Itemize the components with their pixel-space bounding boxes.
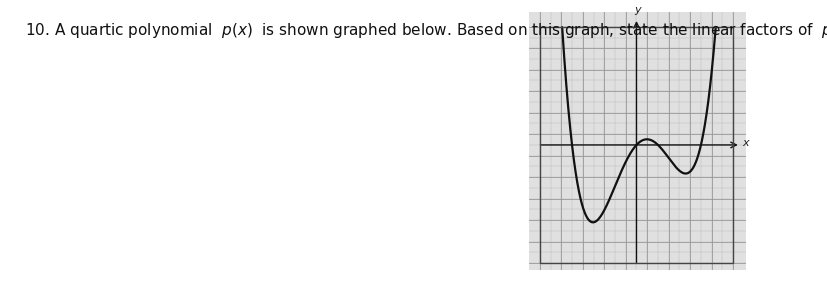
Text: $x$: $x$ [741, 138, 750, 148]
Bar [539, 27, 732, 263]
Text: 10. A quartic polynomial  $p(x)$  is shown graphed below. Based on this graph, s: 10. A quartic polynomial $p(x)$ is shown… [25, 21, 827, 40]
Text: $y$: $y$ [633, 5, 643, 17]
